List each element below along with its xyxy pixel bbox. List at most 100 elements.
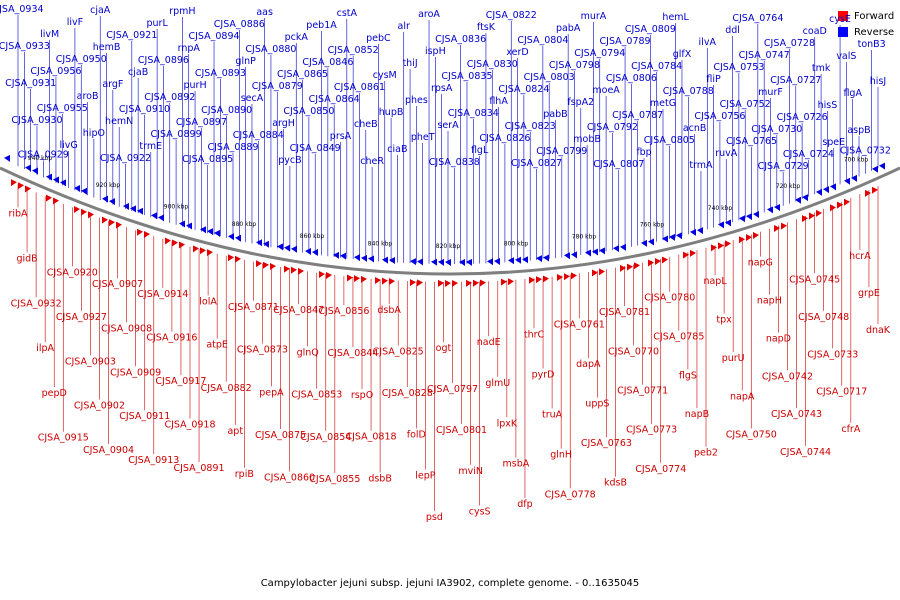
reverse-gene-label: mobB [573,134,601,145]
forward-gene-label: CJSA_0742 [762,371,813,382]
reverse-gene-label: CJSA_0727 [770,75,821,86]
reverse-gene-label: tmk [812,63,831,74]
reverse-gene-label: CJSA_0789 [600,36,651,47]
forward-gene-arrow [662,256,668,264]
reverse-gene-arrow [186,222,192,230]
forward-gene-label: CJSA_0780 [644,293,695,304]
reverse-gene-arrow [718,221,724,229]
forward-gene-label: CJSA_0778 [545,489,596,500]
forward-gene-label: thrC [524,329,545,340]
reverse-gene-arrow [879,162,885,170]
reverse-gene-arrow [389,257,395,265]
reverse-gene-label: CJSA_0830 [467,59,518,70]
forward-gene-label: CJSA_0797 [427,384,478,395]
forward-gene-label: CJSA_0902 [74,401,125,412]
forward-gene-arrow [256,260,262,268]
forward-gene-arrow [165,237,171,245]
reverse-gene-label: trmE [139,141,162,152]
reverse-gene-label: CJSA_0896 [138,55,189,66]
reverse-gene-arrow [81,187,87,195]
forward-gene-arrow [235,255,241,263]
forward-gene-label: CJSA_0745 [789,274,840,285]
reverse-gene-label: ftsK [477,22,496,33]
forward-gene-arrow [102,216,108,224]
forward-gene-label: grpE [858,288,880,299]
forward-gene-arrow [326,271,332,279]
forward-gene-label: ogt [436,343,452,354]
reverse-gene-label: xerD [506,47,528,58]
reverse-gene-label: CJSA_0930 [11,115,62,126]
forward-gene-arrow [830,204,836,212]
forward-gene-label: CJSA_0913 [128,455,179,466]
reverse-gene-label: hisS [818,100,838,111]
forward-gene-arrow [557,274,563,282]
forward-gene-arrow [571,272,577,280]
forward-gene-label: CJSA_0743 [771,409,822,420]
forward-gene-label: dsbA [377,305,401,316]
reverse-gene-label: argF [102,79,123,90]
forward-gene-arrow [683,251,689,259]
forward-gene-label: CJSA_0882 [201,383,252,394]
forward-gene-label: CJSA_0915 [38,433,89,444]
forward-gene-arrow [655,258,661,266]
forward-gene-label: rpiB [235,469,254,480]
reverse-gene-label: pheT [411,132,435,143]
reverse-gene-label: cjaA [90,5,111,16]
forward-gene-arrow [711,244,717,252]
reverse-gene-label: flhA [489,96,508,107]
forward-gene-label: CJSA_0785 [653,332,704,343]
forward-gene-arrow [844,198,850,206]
reverse-gene-arrow [823,186,829,194]
reverse-gene-label: fspA2 [567,97,594,108]
reverse-gene-label: CJSA_0929 [18,149,69,160]
reverse-gene-label: CJSA_0950 [56,54,107,65]
forward-gene-label: CJSA_0911 [119,411,170,422]
reverse-gene-arrow [53,176,59,184]
reverse-gene-label: cysE [829,14,851,25]
forward-gene-label: CJSA_0918 [164,420,215,431]
forward-gene-label: CJSA_0927 [56,312,107,323]
forward-gene-label: CJSA_0854 [300,432,351,443]
reverse-gene-label: CJSA_0823 [505,121,556,132]
reverse-gene-label: CJSA_0805 [644,135,695,146]
forward-gene-label: nadE [477,337,501,348]
reverse-gene-arrow [494,257,500,265]
forward-gene-arrow [25,185,31,193]
forward-labels: ribAgidBCJSA_0932ilpApepDCJSA_0915CJSA_0… [8,208,890,523]
reverse-gene-label: CJSA_0865 [277,69,328,80]
reverse-gene-label: CJSA_0846 [302,57,353,68]
forward-gene-arrow [74,205,80,213]
forward-gene-label: lepP [415,471,436,482]
reverse-gene-arrow [795,196,801,204]
reverse-gene-arrow [368,255,374,263]
reverse-gene-label: hemB [93,42,121,53]
reverse-gene-label: prsA [330,131,352,142]
forward-gene-label: CJSA_0914 [137,289,188,300]
forward-gene-label: tpx [716,315,732,326]
forward-gene-label: CJSA_0917 [155,376,206,387]
forward-gene-label: ilpA [36,343,54,354]
reverse-gene-label: CJSA_0835 [441,71,492,82]
forward-gene-label: CJSA_0733 [807,349,858,360]
reverse-gene-arrow [508,257,514,265]
reverse-gene-label: CJSA_0798 [549,60,600,71]
forward-gene-label: napH [757,296,782,307]
label-leaders [17,15,879,511]
reverse-gene-arrow [109,198,115,206]
reverse-gene-arrow [263,240,269,248]
forward-gene-arrow [284,265,290,273]
forward-gene-label: CJSA_0904 [83,445,134,456]
reverse-gene-label: CJSA_0933 [0,41,50,52]
reverse-gene-label: CJSA_0747 [739,50,790,61]
reverse-gene-arrow [543,254,549,262]
reverse-gene-label: CJSA_0753 [713,62,764,73]
forward-gene-label: CJSA_0770 [608,346,659,357]
reverse-gene-arrow [746,213,752,221]
reverse-gene-label: aroA [418,9,440,20]
reverse-gene-arrow [151,212,157,220]
reverse-gene-label: CJSA_0784 [631,61,682,72]
reverse-gene-label: hipO [83,128,105,139]
reverse-gene-label: CJSA_0765 [726,136,777,147]
reverse-gene-label: CJSA_0724 [783,149,834,160]
